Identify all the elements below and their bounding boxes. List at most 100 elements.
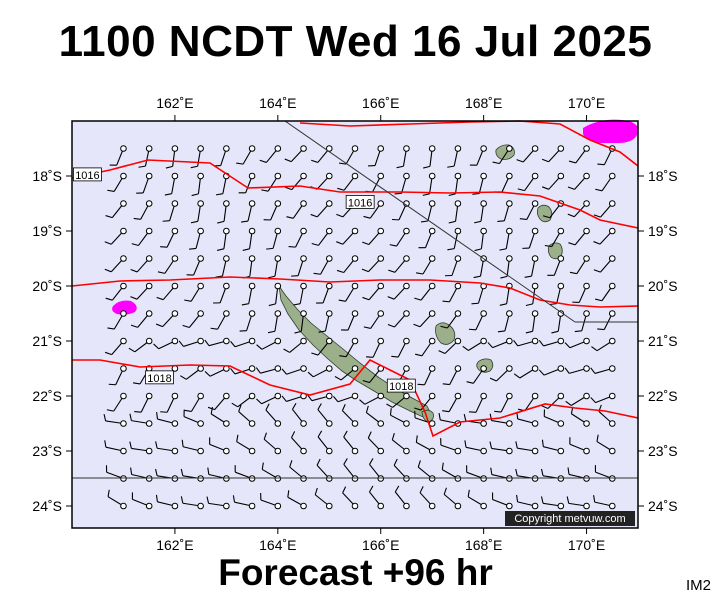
- wind-barb: [394, 485, 410, 510]
- barb-feather: [564, 342, 571, 349]
- barb-feather: [515, 468, 518, 476]
- wind-barb: [190, 145, 204, 169]
- wind-barb: [368, 485, 385, 510]
- wind-barb: [131, 492, 153, 510]
- barb-station: [300, 420, 307, 427]
- wind-barb: [338, 282, 359, 302]
- barb-station: [145, 502, 153, 510]
- barb-feather: [336, 241, 344, 245]
- wind-barb: [474, 227, 487, 252]
- barb-station: [506, 392, 513, 400]
- barb-feather: [105, 215, 113, 219]
- barb-feather: [591, 346, 598, 352]
- barb-station: [377, 310, 385, 317]
- barb-feather: [387, 324, 395, 328]
- barb-station: [583, 365, 590, 372]
- barb-feather: [489, 441, 493, 449]
- barb-station: [145, 145, 153, 152]
- barb-station: [274, 145, 282, 152]
- barb-station: [197, 502, 204, 510]
- wind-barb: [341, 404, 359, 427]
- wind-barb: [230, 365, 256, 375]
- barb-station: [557, 255, 565, 262]
- wind-barb: [267, 310, 282, 334]
- barb-station: [325, 172, 333, 180]
- barb-feather: [268, 275, 276, 279]
- wind-barb: [525, 282, 539, 307]
- barb-feather: [132, 382, 141, 385]
- barb-station: [531, 310, 539, 317]
- barb-station: [583, 172, 590, 180]
- barb-feather: [471, 302, 479, 305]
- wind-barb: [442, 365, 462, 386]
- barb-feather: [513, 339, 519, 347]
- wind-barb: [265, 403, 282, 427]
- barb-feather: [415, 353, 423, 357]
- wind-barb: [598, 404, 616, 427]
- barb-feather: [361, 268, 369, 273]
- wind-barb: [595, 282, 616, 302]
- barb-station: [145, 282, 153, 290]
- barb-station: [557, 172, 565, 180]
- barb-feather: [232, 495, 236, 503]
- barb-station: [428, 365, 436, 372]
- barb-feather: [499, 248, 507, 251]
- barb-station: [300, 227, 307, 235]
- wind-barb: [497, 200, 513, 222]
- barb-station: [480, 392, 487, 400]
- barb-station: [506, 172, 513, 180]
- barb-station: [583, 392, 590, 400]
- barb-station: [274, 200, 282, 207]
- barb-feather: [564, 367, 570, 374]
- barb-station: [248, 145, 256, 152]
- barb-station: [608, 200, 616, 207]
- barb-feather: [472, 192, 480, 195]
- wind-barb: [593, 255, 616, 273]
- barb-station: [274, 392, 282, 400]
- isobar-label-text: 1016: [75, 170, 99, 182]
- barb-feather: [130, 268, 138, 273]
- barb-feather: [541, 158, 549, 163]
- wind-barb: [368, 145, 385, 167]
- barb-station: [351, 420, 359, 427]
- barb-feather: [316, 458, 321, 466]
- barb-station: [197, 282, 204, 290]
- wind-barb: [538, 365, 565, 376]
- barb-station: [223, 255, 230, 262]
- wind-barb: [541, 172, 565, 190]
- barb-station: [351, 172, 359, 180]
- wind-barb: [391, 433, 410, 455]
- barb-station: [557, 337, 565, 345]
- barb-station: [300, 447, 307, 455]
- wind-barb: [389, 227, 410, 247]
- barb-station: [351, 337, 359, 345]
- wind-barb: [487, 337, 513, 349]
- wind-barb: [133, 200, 153, 220]
- isobar-label: 1016: [345, 194, 375, 209]
- lon-tick-label-bottom: 164˚E: [259, 537, 296, 553]
- wind-barb: [566, 496, 590, 510]
- barb-feather: [524, 275, 532, 278]
- wind-barb: [363, 200, 385, 219]
- barb-station: [120, 227, 127, 235]
- barb-feather: [160, 246, 168, 248]
- map-frame: [71, 120, 639, 529]
- barb-feather: [391, 433, 395, 441]
- wind-barb: [494, 172, 513, 193]
- barb-feather: [162, 220, 170, 222]
- wind-barb: [238, 172, 256, 194]
- barb-station: [248, 420, 256, 427]
- barb-station: [583, 255, 590, 262]
- barb-feather: [541, 186, 549, 190]
- wind-barb: [178, 337, 204, 347]
- barb-station: [171, 255, 179, 262]
- wind-barb: [489, 365, 513, 382]
- barb-feather: [342, 486, 347, 494]
- wind-barb: [291, 255, 307, 277]
- lat-tick-label-right: 22˚S: [648, 388, 678, 404]
- wind-barb: [155, 494, 179, 510]
- barb-station: [531, 365, 539, 372]
- wind-barb: [515, 441, 539, 455]
- lat-tick-label-right: 18˚S: [648, 168, 678, 184]
- barb-feather: [204, 371, 211, 377]
